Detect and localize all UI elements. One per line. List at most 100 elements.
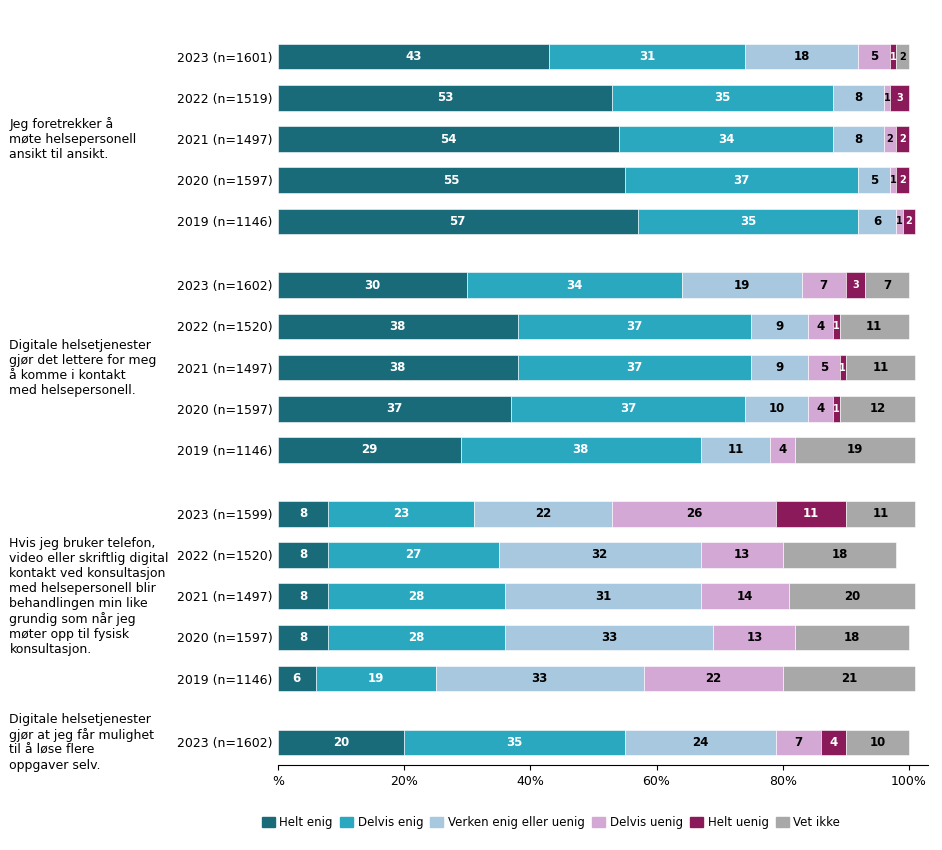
Text: 8: 8 [299, 631, 307, 643]
Bar [890, 44, 897, 70]
Bar [846, 273, 865, 298]
Bar [278, 501, 329, 526]
Text: 13: 13 [746, 631, 762, 643]
Text: 8: 8 [854, 91, 863, 105]
Bar [278, 314, 518, 339]
Text: 57: 57 [449, 215, 466, 228]
Text: 22: 22 [535, 507, 551, 520]
Bar [619, 127, 834, 152]
Bar [549, 44, 745, 70]
Text: 38: 38 [573, 444, 589, 456]
Bar [505, 583, 701, 609]
Text: 30: 30 [365, 279, 381, 292]
Bar [858, 44, 890, 70]
Bar [329, 501, 474, 526]
Bar [278, 437, 461, 462]
Text: 4: 4 [817, 402, 824, 416]
Text: 20: 20 [333, 736, 349, 749]
Text: 18: 18 [793, 50, 810, 63]
Text: 1: 1 [884, 93, 890, 103]
Bar [858, 208, 897, 234]
Bar [839, 354, 846, 380]
Text: 35: 35 [507, 736, 523, 749]
Text: 4: 4 [779, 444, 787, 456]
Bar [638, 208, 858, 234]
Text: 34: 34 [566, 279, 583, 292]
Text: 26: 26 [686, 507, 703, 520]
Text: 37: 37 [734, 173, 750, 187]
Text: 11: 11 [872, 361, 888, 374]
Bar [278, 354, 518, 380]
Bar [834, 314, 839, 339]
Text: 21: 21 [841, 672, 857, 685]
Bar [789, 583, 916, 609]
Bar [278, 127, 619, 152]
Bar [884, 85, 890, 110]
Text: 6: 6 [293, 672, 300, 685]
Text: 1: 1 [890, 175, 897, 185]
Bar [771, 437, 795, 462]
Text: 1: 1 [833, 404, 839, 414]
Text: 4: 4 [817, 320, 824, 333]
Text: 19: 19 [734, 279, 750, 292]
Text: 12: 12 [869, 402, 885, 416]
Bar [713, 625, 795, 650]
Text: 43: 43 [405, 50, 422, 63]
Text: 19: 19 [367, 672, 384, 685]
Text: 13: 13 [734, 548, 750, 562]
Text: 11: 11 [866, 320, 883, 333]
Bar [820, 729, 846, 755]
Bar [278, 273, 467, 298]
Text: 29: 29 [361, 444, 378, 456]
Bar [625, 729, 776, 755]
Text: 11: 11 [727, 444, 743, 456]
Text: 28: 28 [409, 590, 425, 603]
Text: 11: 11 [803, 507, 820, 520]
Text: 22: 22 [706, 672, 722, 685]
Text: 9: 9 [775, 320, 784, 333]
Bar [278, 167, 625, 193]
Text: 28: 28 [409, 631, 425, 643]
Bar [518, 354, 751, 380]
Text: 33: 33 [531, 672, 548, 685]
Text: 2: 2 [905, 217, 912, 226]
Bar [278, 44, 549, 70]
Text: 1: 1 [890, 52, 897, 62]
Text: 8: 8 [299, 548, 307, 562]
Bar [625, 167, 858, 193]
Text: 31: 31 [594, 590, 611, 603]
Text: 54: 54 [440, 133, 457, 145]
Text: 24: 24 [692, 736, 709, 749]
Text: 37: 37 [626, 320, 642, 333]
Bar [644, 666, 783, 691]
Text: 7: 7 [794, 736, 803, 749]
Text: 8: 8 [299, 507, 307, 520]
Bar [461, 437, 701, 462]
Text: 14: 14 [737, 590, 753, 603]
Bar [278, 729, 404, 755]
Bar [839, 314, 909, 339]
Text: 7: 7 [883, 279, 891, 292]
Bar [897, 44, 909, 70]
Bar [834, 396, 839, 422]
Bar [329, 625, 505, 650]
Bar [278, 542, 329, 568]
Bar [404, 729, 625, 755]
Text: 1: 1 [833, 321, 839, 332]
Bar [846, 501, 916, 526]
Text: 33: 33 [601, 631, 617, 643]
Text: Digitale helsetjenester
gjør det lettere for meg
å komme i kontakt
med helsepers: Digitale helsetjenester gjør det lettere… [9, 338, 156, 397]
Text: 35: 35 [739, 215, 756, 228]
Bar [839, 396, 916, 422]
Text: 34: 34 [718, 133, 734, 145]
Bar [783, 666, 916, 691]
Text: Digitale helsetjenester
gjør at jeg får mulighet
til å løse flere
oppgaver selv.: Digitale helsetjenester gjør at jeg får … [9, 713, 154, 772]
Bar [783, 542, 897, 568]
Text: 37: 37 [386, 402, 403, 416]
Text: 38: 38 [390, 361, 406, 374]
Bar [897, 127, 909, 152]
Text: 20: 20 [844, 590, 860, 603]
Bar [776, 501, 846, 526]
Text: 35: 35 [715, 91, 731, 105]
Bar [701, 583, 789, 609]
